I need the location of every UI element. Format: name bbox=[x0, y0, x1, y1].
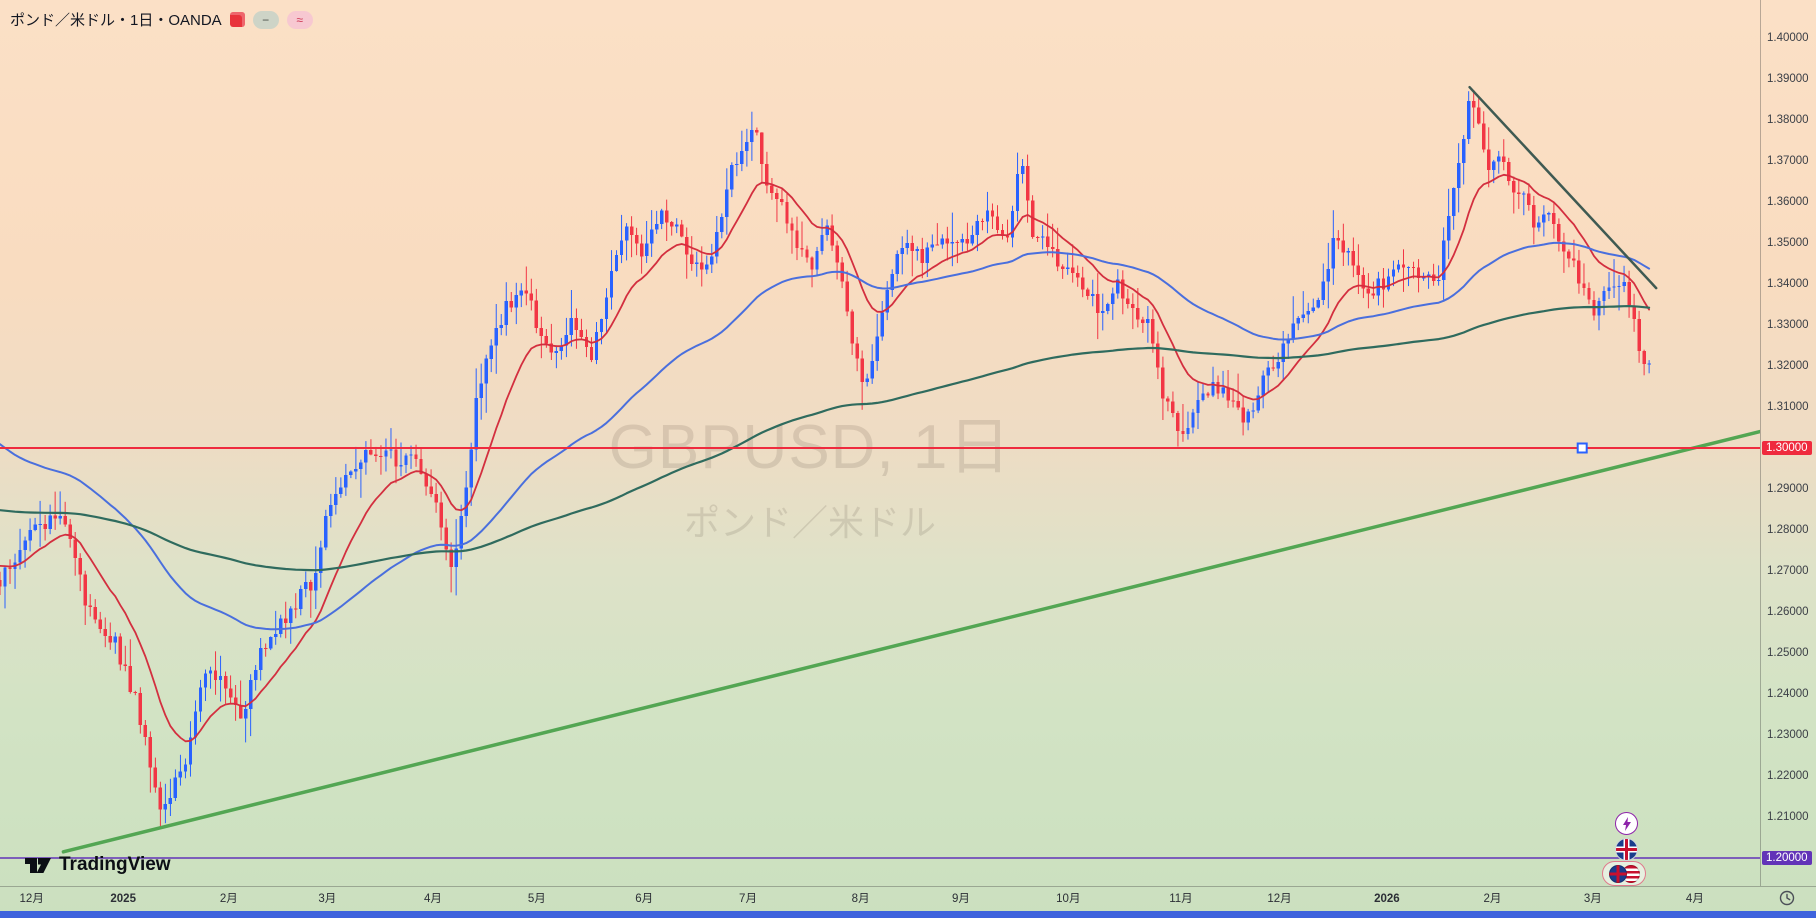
price-line-label: 1.30000 bbox=[1762, 441, 1812, 455]
price-tick-label: 1.27000 bbox=[1767, 565, 1809, 577]
lightning-icon bbox=[1622, 816, 1631, 831]
price-tick-label: 1.40000 bbox=[1767, 32, 1809, 44]
price-tick-label: 1.28000 bbox=[1767, 524, 1809, 536]
time-tick-month: 2月 bbox=[1483, 893, 1502, 905]
tradingview-logo-icon bbox=[25, 858, 51, 873]
time-tick-month: 6月 bbox=[635, 893, 654, 905]
price-tick-label: 1.31000 bbox=[1767, 401, 1809, 413]
candlestick-chart[interactable] bbox=[0, 0, 1760, 886]
time-tick-month: 12月 bbox=[19, 893, 44, 905]
price-axis[interactable]: 1.40000 1.39000 1.38000 1.37000 1.36000 1.350… bbox=[1760, 0, 1816, 886]
window-bottom-edge bbox=[0, 911, 1816, 918]
time-axis[interactable]: 12月 2025 2月 3月 4月 5月 6月 7月 8月 9月 10月 11月 12月 2026 2月 3月… bbox=[0, 886, 1816, 911]
price-tick-label: 1.25000 bbox=[1767, 647, 1809, 659]
time-tick-month: 2月 bbox=[219, 893, 238, 905]
time-tick-month: 7月 bbox=[739, 893, 757, 905]
time-tick-month: 8月 bbox=[851, 893, 870, 905]
price-tick-label: 1.26000 bbox=[1767, 606, 1809, 618]
indicator-chip-muted[interactable]: − bbox=[252, 10, 279, 29]
time-tick-month: 10月 bbox=[1056, 893, 1081, 905]
price-tick-label: 1.33000 bbox=[1767, 319, 1809, 331]
time-tick-month: 11月 bbox=[1169, 893, 1193, 905]
price-tick-label: 1.35000 bbox=[1767, 237, 1809, 249]
price-tick-label: 1.21000 bbox=[1767, 811, 1809, 823]
flag-pair-button[interactable] bbox=[1602, 861, 1646, 886]
oanda-broker-icon bbox=[229, 12, 245, 27]
time-tick-month: 9月 bbox=[952, 893, 970, 905]
time-tick-month: 4月 bbox=[1685, 893, 1704, 905]
time-tick-month: 12月 bbox=[1267, 893, 1292, 905]
gb-flag-button[interactable] bbox=[1615, 838, 1638, 861]
gbp-flag-icon bbox=[1608, 864, 1627, 883]
time-tick-month: 4月 bbox=[424, 893, 442, 905]
symbol-title[interactable]: ポンド／米ドル・1日・OANDA bbox=[10, 12, 222, 29]
clock-icon[interactable] bbox=[1779, 890, 1795, 906]
symbol-legend: ポンド／米ドル・1日・OANDA − ≈ bbox=[10, 9, 313, 30]
time-tick-month: 3月 bbox=[318, 893, 337, 905]
time-tick-month: 5月 bbox=[527, 893, 546, 905]
lightning-button[interactable] bbox=[1615, 812, 1638, 835]
indicator-chip-wave[interactable]: ≈ bbox=[286, 10, 313, 29]
tradingview-logo-text: TradingView bbox=[59, 854, 171, 875]
time-tick-year: 2025 bbox=[110, 893, 136, 905]
price-tick-label: 1.37000 bbox=[1767, 155, 1809, 167]
clock-icon-glyph bbox=[1779, 890, 1795, 906]
price-line-label: 1.20000 bbox=[1762, 851, 1812, 865]
tradingview-logo[interactable]: TradingView bbox=[22, 852, 171, 878]
price-tick-label: 1.22000 bbox=[1767, 770, 1809, 782]
time-tick-month: 3月 bbox=[1583, 893, 1602, 905]
price-tick-label: 1.23000 bbox=[1767, 729, 1809, 741]
price-tick-label: 1.39000 bbox=[1767, 73, 1809, 85]
time-tick-year: 2026 bbox=[1374, 893, 1400, 905]
price-tick-label: 1.34000 bbox=[1767, 278, 1809, 290]
price-tick-label: 1.38000 bbox=[1767, 114, 1809, 126]
price-tick-label: 1.32000 bbox=[1767, 360, 1809, 372]
price-tick-label: 1.36000 bbox=[1767, 196, 1809, 208]
price-tick-label: 1.24000 bbox=[1767, 688, 1809, 700]
price-tick-label: 1.29000 bbox=[1767, 483, 1809, 495]
